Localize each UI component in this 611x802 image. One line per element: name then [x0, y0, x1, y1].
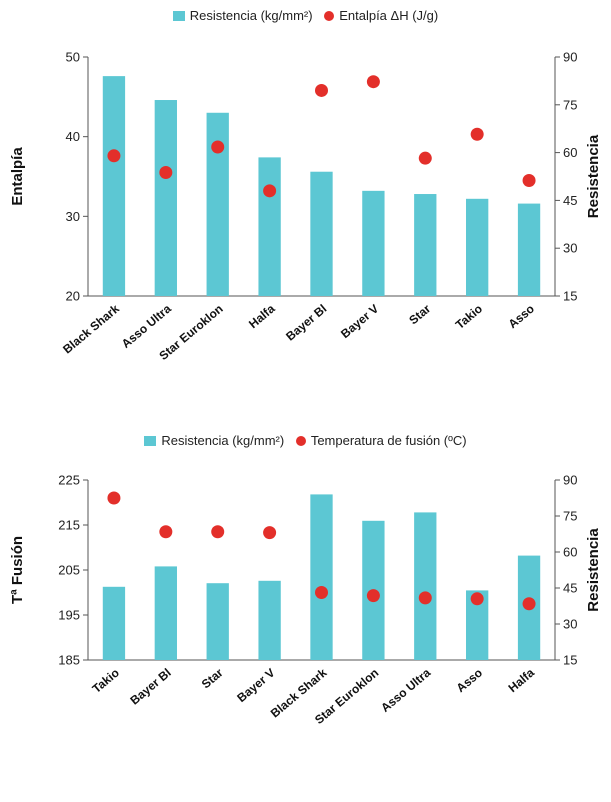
bar: [310, 171, 333, 296]
legend-dot-swatch: [295, 435, 306, 446]
x-tick-label: Bayer Bl: [283, 302, 329, 344]
y-tick-label-right: 45: [563, 581, 577, 596]
y-axis-title-right: Resistencia: [585, 134, 602, 218]
y-tick-label-left: 215: [58, 518, 80, 533]
legend-dot-label: Entalpía ΔH (J/g): [339, 8, 439, 23]
legend-bar-swatch: [172, 10, 185, 21]
y-tick-label-right: 75: [563, 97, 577, 112]
y-tick-label-right: 30: [563, 241, 577, 256]
legend-item-dot: Temperatura de fusión (ºC): [295, 433, 467, 448]
bar: [258, 157, 281, 296]
bar: [154, 566, 177, 660]
y-tick-label-left: 195: [58, 608, 80, 623]
y-tick-label-right: 15: [563, 653, 577, 668]
legend-bar-label: Resistencia (kg/mm²): [161, 433, 285, 448]
bar: [258, 580, 281, 660]
chart-plot: 20 30 40 50 15 30 45 60 75 90 Entalpía Resistencia B…: [9, 50, 602, 363]
bar: [466, 590, 489, 660]
data-point: [263, 526, 277, 540]
legend-bar-swatch: [144, 435, 157, 446]
data-point: [263, 184, 277, 198]
legend-dot-label: Temperatura de fusión (ºC): [310, 433, 467, 448]
legend-bar-label: Resistencia (kg/mm²): [189, 8, 313, 23]
data-point: [159, 525, 173, 539]
bar: [154, 100, 177, 297]
data-point: [522, 597, 536, 611]
data-point: [211, 525, 225, 539]
bar: [102, 586, 126, 660]
data-point: [107, 491, 121, 505]
bar: [414, 512, 437, 660]
bar: [517, 203, 541, 296]
x-tick-label: Halfa: [246, 301, 278, 331]
chart-1: Resistencia (kg/mm²) Entalpía ΔH (J/g) 2…: [0, 0, 611, 395]
y-tick-label-left: 185: [58, 653, 80, 668]
y-tick-label-left: 30: [66, 209, 80, 224]
data-point: [107, 149, 121, 163]
bar: [102, 76, 126, 297]
x-tick-label: Asso: [454, 666, 485, 696]
data-point: [418, 151, 432, 165]
y-tick-label-left: 205: [58, 563, 80, 578]
data-point: [159, 166, 173, 180]
legend-item-dot: Entalpía ΔH (J/g): [324, 8, 438, 23]
x-tick-label: Bayer V: [338, 302, 381, 341]
bar: [206, 112, 229, 297]
bar: [310, 494, 333, 660]
chart-plot: 185 195 205 215 225 15 30 45 60 75 90 Tª Fusión Resi…: [9, 473, 602, 727]
data-point: [418, 591, 432, 605]
data-point: [522, 173, 536, 187]
bar: [206, 583, 229, 660]
y-tick-label-right: 45: [563, 193, 577, 208]
x-tick-label: Asso: [506, 302, 537, 332]
x-tick-label: Black Shark: [60, 301, 122, 356]
y-tick-label-right: 30: [563, 617, 577, 632]
legend-dot-swatch: [324, 10, 335, 21]
y-tick-label-right: 90: [563, 50, 577, 65]
y-axis-title-left: Tª Fusión: [9, 536, 26, 604]
y-axis-title-left: Entalpía: [9, 147, 26, 206]
y-tick-label-right: 60: [563, 145, 577, 160]
y-tick-label-left: 50: [66, 50, 80, 65]
x-tick-label: Takio: [453, 302, 485, 332]
legend: Resistencia (kg/mm²) Entalpía ΔH (J/g): [0, 8, 611, 24]
data-point: [470, 127, 484, 141]
data-point: [470, 592, 484, 606]
data-point: [315, 83, 328, 97]
bar: [414, 194, 437, 296]
x-tick-label: Star: [199, 665, 226, 691]
bar: [466, 198, 489, 296]
legend-item-bar: Resistencia (kg/mm²): [172, 8, 313, 23]
y-tick-label-right: 75: [563, 509, 577, 524]
y-tick-label-right: 90: [563, 473, 577, 488]
bar: [362, 190, 385, 296]
data-point: [211, 140, 225, 154]
data-point: [366, 589, 380, 603]
y-tick-label-right: 60: [563, 545, 577, 560]
y-tick-label-left: 20: [66, 289, 80, 304]
y-tick-label-left: 40: [66, 129, 80, 144]
data-point: [366, 75, 380, 89]
x-tick-label: Star: [406, 301, 433, 327]
y-tick-label-left: 225: [58, 473, 80, 488]
x-tick-label: Bayer Bl: [127, 666, 173, 708]
x-tick-label: Halfa: [506, 665, 538, 695]
x-tick-label: Asso Ultra: [378, 665, 433, 715]
legend-item-bar: Resistencia (kg/mm²): [144, 433, 284, 448]
y-axis-title-right: Resistencia: [585, 528, 602, 612]
legend: Resistencia (kg/mm²) Temperatura de fusi…: [0, 433, 611, 449]
chart-2: Resistencia (kg/mm²) Temperatura de fusi…: [0, 430, 611, 802]
x-tick-label: Takio: [90, 666, 122, 696]
data-point: [315, 586, 328, 599]
y-tick-label-right: 15: [563, 289, 577, 304]
x-tick-label: Bayer V: [234, 666, 277, 705]
